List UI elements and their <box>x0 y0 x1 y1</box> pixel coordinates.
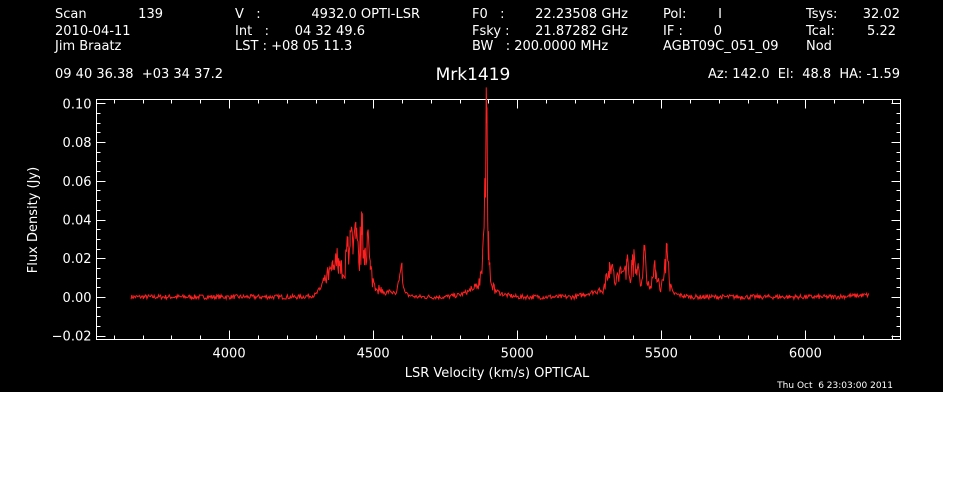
y-axis-label: Flux Density (Jy) <box>26 167 41 273</box>
y-tick-label: 0.08 <box>63 136 92 151</box>
x-tick-label: 5000 <box>501 347 534 362</box>
procedure-name: Nod <box>806 39 832 54</box>
velocity-value: 4932.0 OPTI-LSR <box>311 7 420 22</box>
y-tick-label: 0.06 <box>63 175 92 190</box>
y-tick-label: 0.04 <box>63 214 92 229</box>
tsys-label: Tsys: <box>805 7 837 22</box>
x-tick-label: 4000 <box>213 347 246 362</box>
x-tick-label: 6000 <box>789 347 822 362</box>
pol-value: I <box>718 7 722 22</box>
observer-name: Jim Braatz <box>54 39 122 54</box>
y-tick-label: 0.00 <box>63 291 92 306</box>
if-label: IF : <box>663 24 683 39</box>
tick-labels: 4000 4500 5000 5500 6000 −0.02 0.00 0.02 0.04 0.0… <box>52 97 822 361</box>
x-tick-label: 5500 <box>645 347 678 362</box>
pointing-info: Az: 142.0 El: 48.8 HA: -1.59 <box>708 67 900 82</box>
obs-date: 2010-04-11 <box>55 24 131 39</box>
source-coordinates: 09 40 36.38 +03 34 37.2 <box>55 67 223 82</box>
y-tick-label: 0.02 <box>63 252 92 267</box>
y-tick-label: 0.10 <box>63 97 92 112</box>
tsys-value: 32.02 <box>863 7 900 22</box>
source-name: Mrk1419 <box>436 65 511 85</box>
spectrum-plot: Scan 139 V : 4932.0 OPTI-LSR F0 : 22.235… <box>26 7 901 391</box>
fsky-value: 21.87282 GHz <box>535 24 628 39</box>
scan-label: Scan <box>55 7 87 22</box>
pol-label: Pol: <box>663 7 686 22</box>
velocity-label: V : <box>235 7 261 22</box>
bw-label: BW : 200.0000 MHz <box>472 39 608 54</box>
if-value: 0 <box>714 24 722 39</box>
tcal-label: Tcal: <box>805 24 835 39</box>
project-id: AGBT09C_051_09 <box>663 39 779 54</box>
f0-label: F0 : <box>472 7 505 22</box>
tcal-value: 5.22 <box>867 24 896 39</box>
x-axis-label: LSR Velocity (km/s) OPTICAL <box>405 366 590 381</box>
int-label: Int : <box>235 24 269 39</box>
plot-panel: Scan 139 V : 4932.0 OPTI-LSR F0 : 22.235… <box>0 0 943 392</box>
f0-value: 22.23508 GHz <box>535 7 628 22</box>
plot-frame <box>96 99 901 340</box>
render-timestamp: Thu Oct 6 23:03:00 2011 <box>776 381 893 391</box>
fsky-label: Fsky : <box>472 24 510 39</box>
axis-ticks <box>96 99 901 340</box>
scan-value: 139 <box>138 7 163 22</box>
lst-label: LST : +08 05 11.3 <box>235 39 352 54</box>
series-line <box>130 87 870 301</box>
y-tick-label: −0.02 <box>52 330 92 345</box>
int-value: 04 32 49.6 <box>295 24 365 39</box>
x-tick-label: 4500 <box>357 347 390 362</box>
